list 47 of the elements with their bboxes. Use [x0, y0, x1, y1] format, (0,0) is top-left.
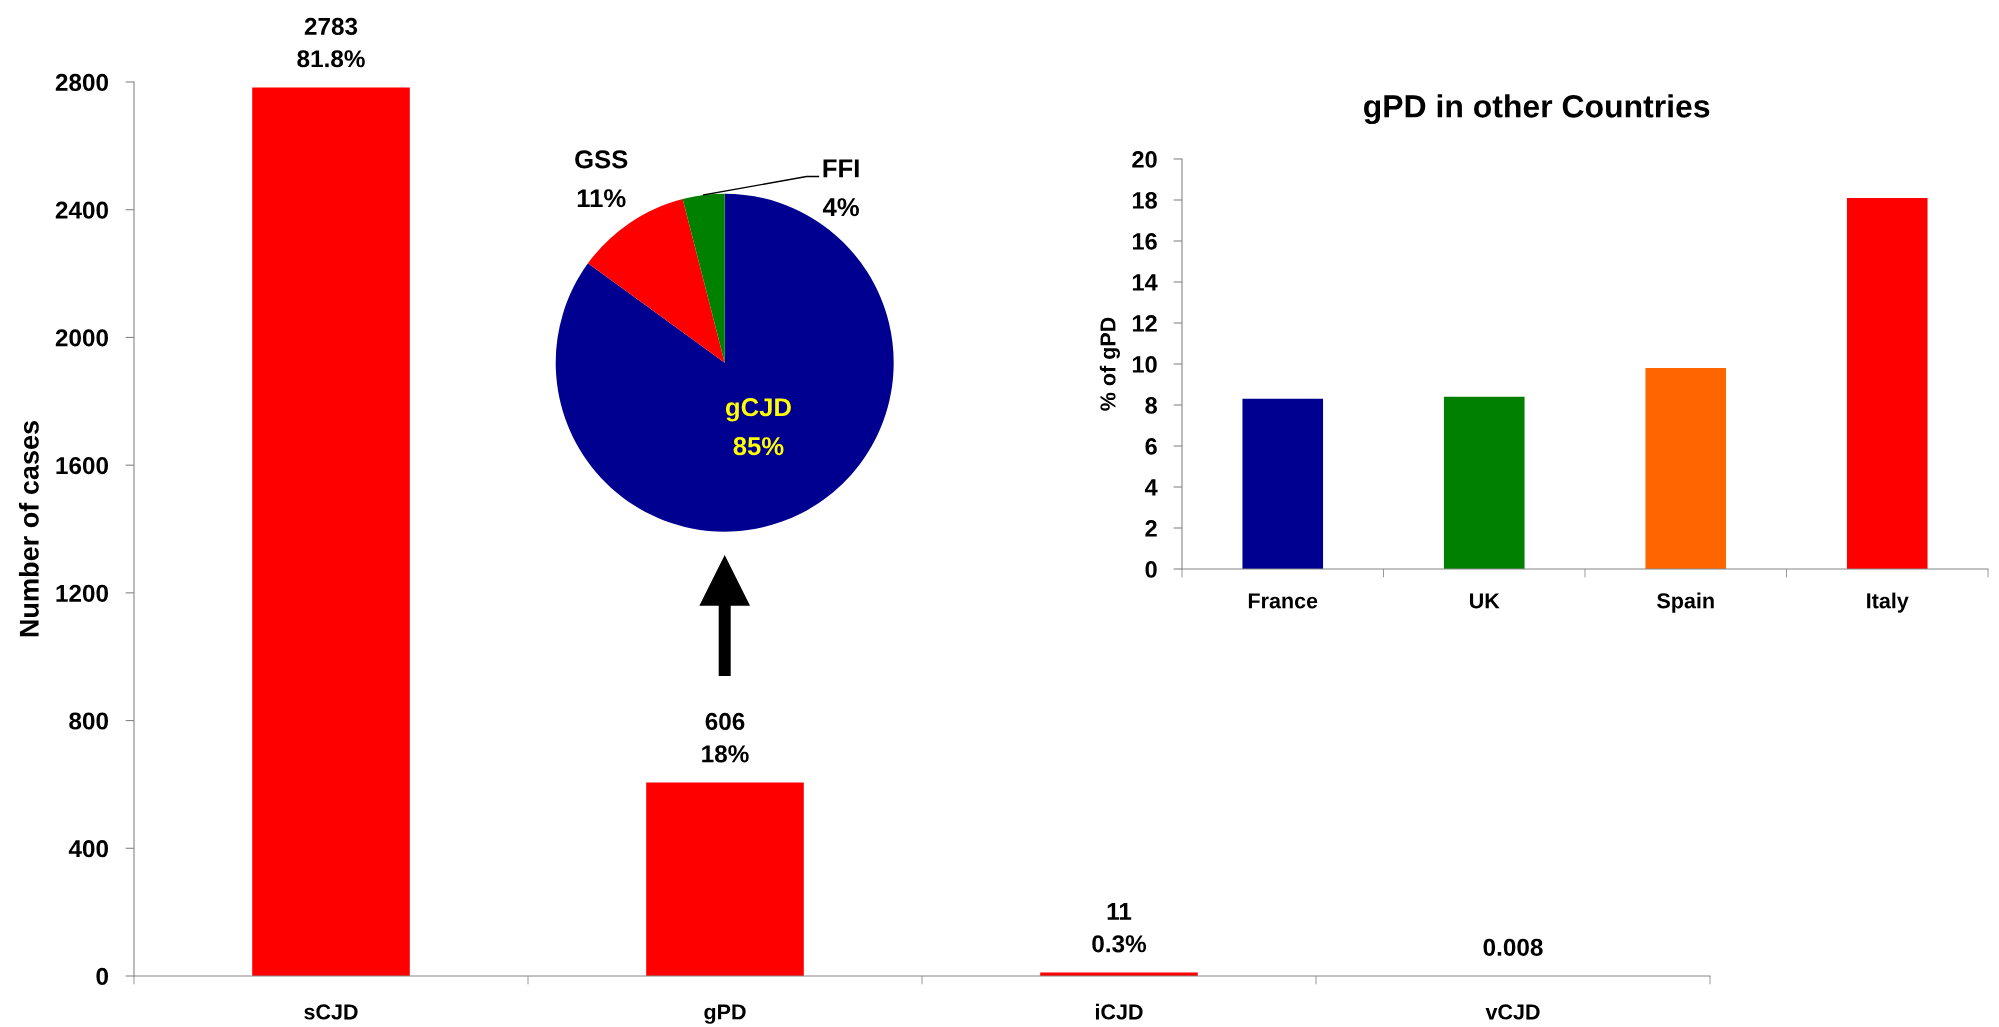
data-label: 4%	[822, 198, 859, 217]
bar	[252, 87, 410, 976]
y-tick-label: 20	[1132, 151, 1157, 168]
pie-slice	[682, 193, 725, 363]
x-tick-label: France	[1248, 593, 1318, 609]
y-tick-label: 14	[1132, 274, 1158, 291]
y-tick-label: 1200	[56, 584, 109, 602]
data-label: 85%	[733, 437, 784, 456]
y-axis-title: Number of cases	[18, 420, 39, 637]
y-tick-label: 0	[1145, 561, 1157, 578]
y-tick-label: 18	[1132, 192, 1157, 209]
x-tick-label: iCJD	[1095, 1003, 1143, 1020]
x-tick-label: sCJD	[304, 1004, 358, 1020]
x-tick-label: UK	[1469, 593, 1500, 609]
data-label: 0.008	[1483, 938, 1543, 956]
y-tick-label: 12	[1132, 315, 1157, 332]
y-tick-label: 4	[1144, 479, 1158, 496]
y-tick-label: 2800	[55, 73, 109, 92]
x-tick-label: Spain	[1657, 592, 1714, 613]
y-tick-label: 800	[69, 712, 109, 730]
data-label: 2783 81.8%	[297, 17, 365, 68]
y-tick-label: 16	[1132, 233, 1157, 250]
y-axis-title: % of gPD	[1099, 317, 1120, 411]
y-tick-label: 0	[96, 967, 108, 986]
chart-title: gPD in other Countries	[1364, 94, 1710, 125]
y-tick-label: 400	[68, 840, 109, 858]
x-tick-label: vCJD	[1485, 1004, 1540, 1020]
y-tick-label: 10	[1132, 356, 1157, 373]
y-tick-label: 2000	[55, 329, 109, 347]
x-tick-label: gPD	[704, 1004, 746, 1024]
bar	[1443, 396, 1525, 569]
data-label: 11 0.3%	[1092, 903, 1147, 953]
slice-label: gCJD	[725, 398, 791, 422]
data-label: 11%	[577, 189, 626, 208]
y-tick-label: 2400	[55, 201, 109, 219]
bar	[646, 782, 804, 976]
bar	[1242, 398, 1324, 569]
slice-label: FFI	[823, 159, 859, 178]
data-label: 606 18%	[702, 712, 749, 763]
y-tick-label: 1600	[56, 456, 109, 475]
slice-label: GSS	[575, 150, 628, 169]
y-tick-label: 8	[1145, 397, 1157, 414]
bar	[1846, 197, 1928, 569]
x-tick-label: Italy	[1867, 592, 1909, 613]
y-tick-label: 2	[1145, 520, 1157, 537]
y-tick-label: 6	[1145, 438, 1157, 455]
bar	[1645, 368, 1727, 569]
